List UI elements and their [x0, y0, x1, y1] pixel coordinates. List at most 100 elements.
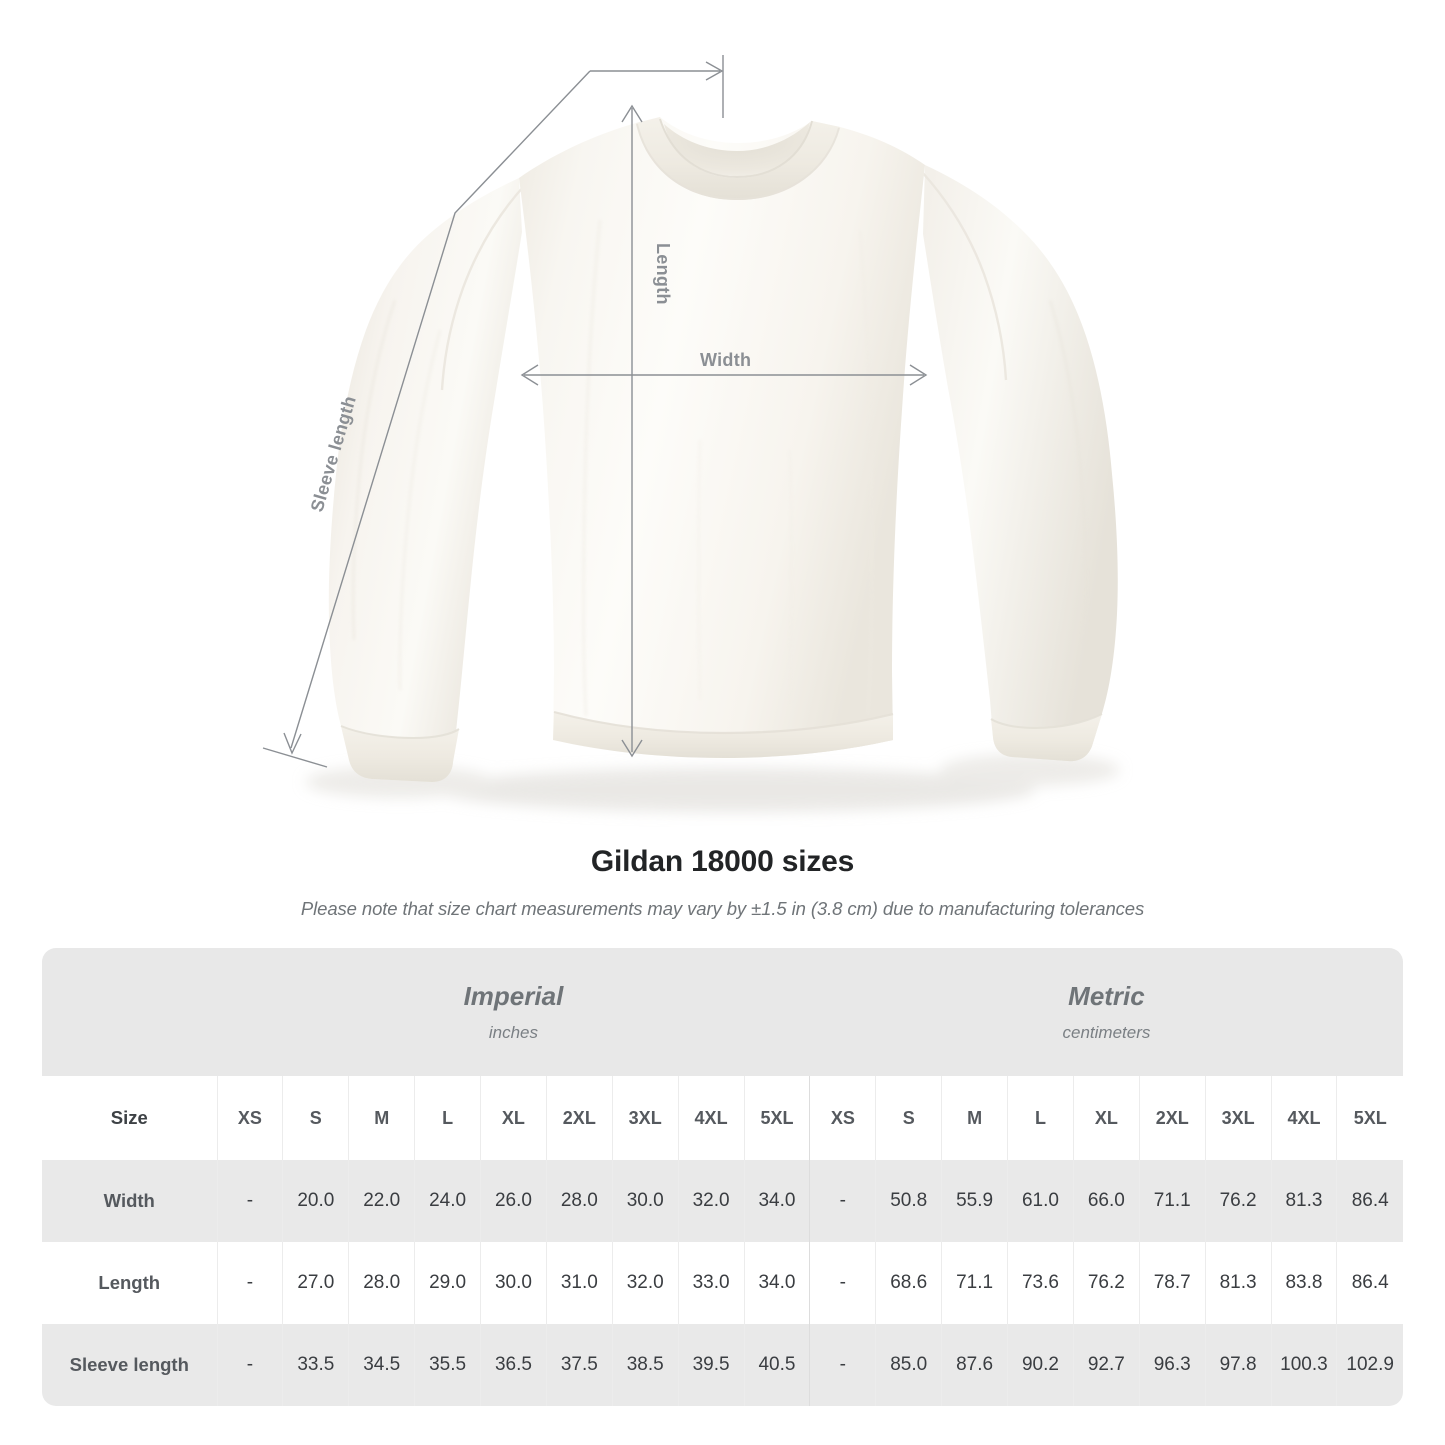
size-header-metric-5xl: 5XL [1336, 1076, 1403, 1160]
cell-width-metric-3xl: 76.2 [1204, 1160, 1272, 1242]
collar-outer-edge [636, 123, 840, 201]
unit-system-name: Metric [1068, 981, 1145, 1011]
cell-width-metric-4xl: 81.3 [1270, 1160, 1337, 1242]
cell-sleeve-length-imperial-xl: 36.5 [480, 1324, 547, 1406]
cell-sleeve-length-imperial-2xl: 37.5 [545, 1324, 613, 1406]
garment-illustration: Length Width Sleeve length [262, 55, 1120, 812]
collar-rib [636, 117, 840, 200]
cell-length-metric-s: 68.6 [875, 1242, 942, 1324]
cell-width-imperial-m: 22.0 [348, 1160, 415, 1242]
size-header-metric-xl: XL [1072, 1076, 1140, 1160]
cell-length-metric-xl: 76.2 [1072, 1242, 1140, 1324]
size-header-metric-2xl: 2XL [1138, 1076, 1206, 1160]
size-header-imperial-2xl: 2XL [545, 1076, 613, 1160]
unit-system-unit: centimeters [1062, 1023, 1151, 1042]
cell-sleeve-length-metric-4xl: 100.3 [1270, 1324, 1337, 1406]
cell-length-imperial-3xl: 32.0 [611, 1242, 679, 1324]
cell-sleeve-length-metric-xl: 92.7 [1072, 1324, 1140, 1406]
cell-width-metric-s: 50.8 [875, 1160, 942, 1242]
cell-sleeve-length-imperial-m: 34.5 [348, 1324, 415, 1406]
length-label: Length [653, 243, 673, 305]
cell-width-imperial-2xl: 28.0 [545, 1160, 613, 1242]
cell-sleeve-length-metric-3xl: 97.8 [1204, 1324, 1272, 1406]
table-row: Width -20.0 22.0 24.0 26.0 28.0 30.0 32.0 34.0-5… [42, 1160, 1403, 1242]
tolerance-note: Please note that size chart measurements… [300, 898, 1145, 919]
cell-length-imperial-l: 29.0 [414, 1242, 481, 1324]
cell-length-imperial-2xl: 31.0 [545, 1242, 613, 1324]
cell-sleeve-length-metric-l: 90.2 [1007, 1324, 1074, 1406]
size-header-imperial-xs: XS [216, 1076, 283, 1160]
row-label-header: Size [42, 1076, 217, 1160]
unit-system-header-metric: Metric centimeters [809, 948, 1403, 1076]
size-header-metric-3xl: 3XL [1204, 1076, 1272, 1160]
cell-width-imperial-l: 24.0 [414, 1160, 481, 1242]
cell-sleeve-length-imperial-5xl: 40.5 [743, 1324, 810, 1406]
size-header-imperial-4xl: 4XL [677, 1076, 744, 1160]
cell-sleeve-length-metric-xs: - [809, 1324, 876, 1406]
cell-sleeve-length-metric-5xl: 102.9 [1336, 1324, 1403, 1406]
title-block: Gildan 18000 sizes Please note that size… [0, 845, 1445, 920]
left-shoulder-seam [440, 185, 525, 391]
cell-width-metric-xl: 66.0 [1072, 1160, 1140, 1242]
cell-sleeve-length-metric-2xl: 96.3 [1138, 1324, 1206, 1406]
cell-width-metric-2xl: 71.1 [1138, 1160, 1206, 1242]
collar-inner-edge [659, 118, 813, 179]
bottom-hem-seam [553, 710, 894, 735]
cell-width-metric-l: 61.0 [1007, 1160, 1074, 1242]
cell-width-imperial-xl: 26.0 [480, 1160, 547, 1242]
left-cuff [341, 726, 459, 782]
size-chart-table: Imperial inches Metric centimeters Size XS S M L… [42, 948, 1403, 1406]
unit-system-banner-row: Imperial inches Metric centimeters [42, 948, 1403, 1076]
cell-length-metric-2xl: 78.7 [1138, 1242, 1206, 1324]
measurement-row-label: Length [42, 1242, 217, 1324]
left-sleeve-folds [352, 299, 441, 691]
cell-length-imperial-m: 28.0 [348, 1242, 415, 1324]
cell-length-metric-3xl: 81.3 [1204, 1242, 1272, 1324]
size-header-imperial-m: M [348, 1076, 415, 1160]
left-sleeve [328, 178, 522, 782]
cell-width-metric-5xl: 86.4 [1336, 1160, 1403, 1242]
size-chart-table-container: Imperial inches Metric centimeters Size XS S M L… [42, 948, 1403, 1406]
right-cuff-seam [990, 713, 1103, 730]
cell-sleeve-length-imperial-s: 33.5 [282, 1324, 349, 1406]
cell-length-imperial-xl: 30.0 [480, 1242, 547, 1324]
cell-sleeve-length-metric-s: 85.0 [875, 1324, 942, 1406]
cell-sleeve-length-imperial-l: 35.5 [414, 1324, 481, 1406]
unit-system-name: Imperial [463, 981, 564, 1011]
cell-length-imperial-xs: - [216, 1242, 283, 1324]
cell-length-imperial-s: 27.0 [282, 1242, 349, 1324]
left-cuff-seam [340, 725, 460, 740]
cell-length-imperial-4xl: 33.0 [677, 1242, 744, 1324]
size-header-imperial-s: S [282, 1076, 349, 1160]
cell-length-metric-l: 73.6 [1007, 1242, 1074, 1324]
sweatshirt-body [519, 117, 925, 758]
cell-sleeve-length-imperial-3xl: 38.5 [611, 1324, 679, 1406]
cell-length-metric-m: 71.1 [941, 1242, 1008, 1324]
right-cuff [991, 714, 1102, 762]
cell-length-imperial-5xl: 34.0 [743, 1242, 810, 1324]
page-title: Gildan 18000 sizes [590, 845, 855, 878]
size-header-row: Size XS S M L XL 2XL 3XL 4XL 5XL XS S M L XL 2XL 3XL 4XL 5… [42, 1076, 1403, 1160]
cell-width-imperial-4xl: 32.0 [677, 1160, 744, 1242]
size-header-metric-m: M [941, 1076, 1008, 1160]
cell-width-imperial-s: 20.0 [282, 1160, 349, 1242]
cell-sleeve-length-imperial-xs: - [216, 1324, 283, 1406]
unit-system-unit: inches [488, 1023, 539, 1042]
size-header-imperial-xl: XL [480, 1076, 547, 1160]
size-header-metric-s: S [875, 1076, 942, 1160]
size-header-metric-l: L [1007, 1076, 1074, 1160]
size-header-imperial-3xl: 3XL [611, 1076, 679, 1160]
unit-system-header-imperial: Imperial inches [217, 948, 810, 1076]
cell-width-imperial-5xl: 34.0 [743, 1160, 810, 1242]
table-row: Sleeve length -33.5 34.5 35.5 36.5 37.5 38.5 39… [42, 1324, 1403, 1406]
banner-spacer [42, 948, 217, 1076]
size-header-metric-4xl: 4XL [1270, 1076, 1337, 1160]
table-row: Length -27.0 28.0 29.0 30.0 31.0 32.0 33.0 34.0-… [42, 1242, 1403, 1324]
width-measure-line [520, 364, 928, 386]
cell-width-imperial-xs: - [216, 1160, 283, 1242]
right-sleeve-folds [1048, 299, 1087, 643]
measurement-row-label: Sleeve length [42, 1324, 217, 1406]
cell-width-imperial-3xl: 30.0 [611, 1160, 679, 1242]
measurement-lines [262, 55, 928, 768]
cell-length-metric-4xl: 83.8 [1270, 1242, 1337, 1324]
